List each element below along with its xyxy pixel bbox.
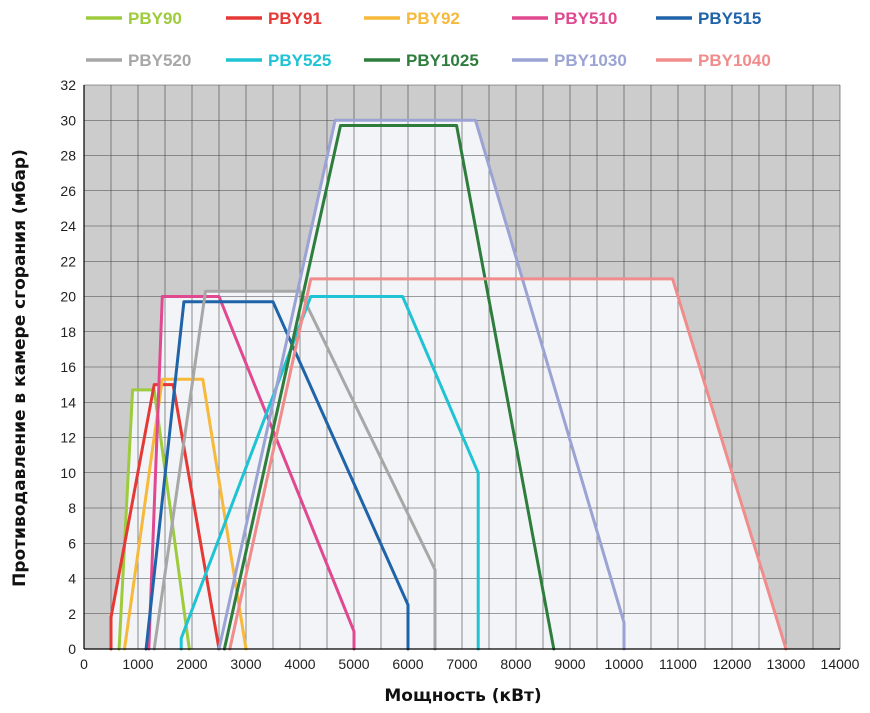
- x-tick-label: 4000: [284, 656, 315, 672]
- grid-lines: [83, 84, 841, 650]
- y-tick-label: 24: [60, 218, 76, 234]
- tick-labels: 0 1000 2000 3000 4000 5000 6000 7000 8000 9000 100…: [60, 77, 859, 672]
- y-tick-label: 10: [60, 465, 76, 481]
- y-tick-label: 14: [60, 394, 76, 410]
- x-tick-label: 10000: [605, 656, 644, 672]
- legend-label: PBY92: [406, 9, 460, 28]
- series-line-pby1025: [222, 124, 556, 651]
- y-tick-label: 16: [60, 359, 76, 375]
- y-tick-label: 22: [60, 253, 76, 269]
- legend-item-pby92: PBY92: [364, 9, 460, 28]
- legend: PBY90 PBY91 PBY92 PBY510 PBY515 PBY520 PBY525 P…: [86, 9, 771, 70]
- x-tick-label: 12000: [713, 656, 752, 672]
- legend-label: PBY520: [128, 51, 191, 70]
- legend-label: PBY1025: [406, 51, 479, 70]
- series-line-pby92: [123, 377, 248, 651]
- y-tick-label: 26: [60, 183, 76, 199]
- legend-item-pby90: PBY90: [86, 9, 182, 28]
- series-line-pby525: [179, 295, 480, 651]
- y-tick-label: 20: [60, 289, 76, 305]
- series-line-pby1030: [217, 118, 626, 651]
- y-tick-label: 8: [68, 500, 76, 516]
- series-line-pby91: [109, 383, 221, 651]
- legend-label: PBY510: [554, 9, 617, 28]
- legend-label: PBY525: [268, 51, 331, 70]
- x-axis-title: Мощность (кВт): [384, 686, 541, 706]
- x-tick-label: 5000: [338, 656, 369, 672]
- x-tick-label: 6000: [392, 656, 423, 672]
- series-line-pby520: [152, 289, 437, 651]
- axes: [83, 85, 840, 650]
- plot-area: [83, 84, 841, 651]
- y-tick-label: 2: [68, 606, 76, 622]
- x-tick-label: 0: [80, 656, 88, 672]
- legend-item-pby1040: PBY1040: [656, 51, 771, 70]
- x-tick-label: 11000: [659, 656, 697, 672]
- legend-item-pby1025: PBY1025: [364, 51, 479, 70]
- x-tick-label: 2000: [176, 656, 207, 672]
- y-axis-title: Противодавление в камере сгорания (мбар): [10, 149, 30, 587]
- x-tick-label: 1000: [122, 656, 153, 672]
- x-tick-label: 3000: [230, 656, 261, 672]
- legend-item-pby520: PBY520: [86, 51, 191, 70]
- legend-label: PBY90: [128, 9, 182, 28]
- y-tick-label: 32: [60, 77, 76, 93]
- legend-item-pby1030: PBY1030: [512, 51, 627, 70]
- y-tick-label: 18: [60, 324, 76, 340]
- series-lines: [109, 118, 788, 651]
- legend-label: PBY1030: [554, 51, 627, 70]
- legend-label: PBY91: [268, 9, 322, 28]
- legend-label: PBY515: [698, 9, 761, 28]
- series-line-pby510: [147, 295, 356, 651]
- y-tick-label: 12: [60, 430, 76, 446]
- x-tick-label: 14000: [821, 656, 860, 672]
- series-line-pby1040: [228, 277, 788, 651]
- legend-item-pby510: PBY510: [512, 9, 617, 28]
- envelope-area: [111, 120, 786, 650]
- y-tick-label: 30: [60, 112, 76, 128]
- x-tick-label: 8000: [500, 656, 531, 672]
- legend-item-pby525: PBY525: [226, 51, 331, 70]
- y-tick-label: 6: [68, 535, 76, 551]
- y-tick-label: 0: [68, 641, 76, 657]
- legend-item-pby515: PBY515: [656, 9, 761, 28]
- legend-label: PBY1040: [698, 51, 771, 70]
- legend-item-pby91: PBY91: [226, 9, 322, 28]
- y-tick-label: 28: [60, 148, 76, 164]
- x-tick-label: 13000: [767, 656, 806, 672]
- x-tick-label: 9000: [554, 656, 585, 672]
- series-line-pby515: [144, 300, 410, 651]
- y-tick-label: 4: [68, 571, 76, 587]
- x-tick-label: 7000: [446, 656, 477, 672]
